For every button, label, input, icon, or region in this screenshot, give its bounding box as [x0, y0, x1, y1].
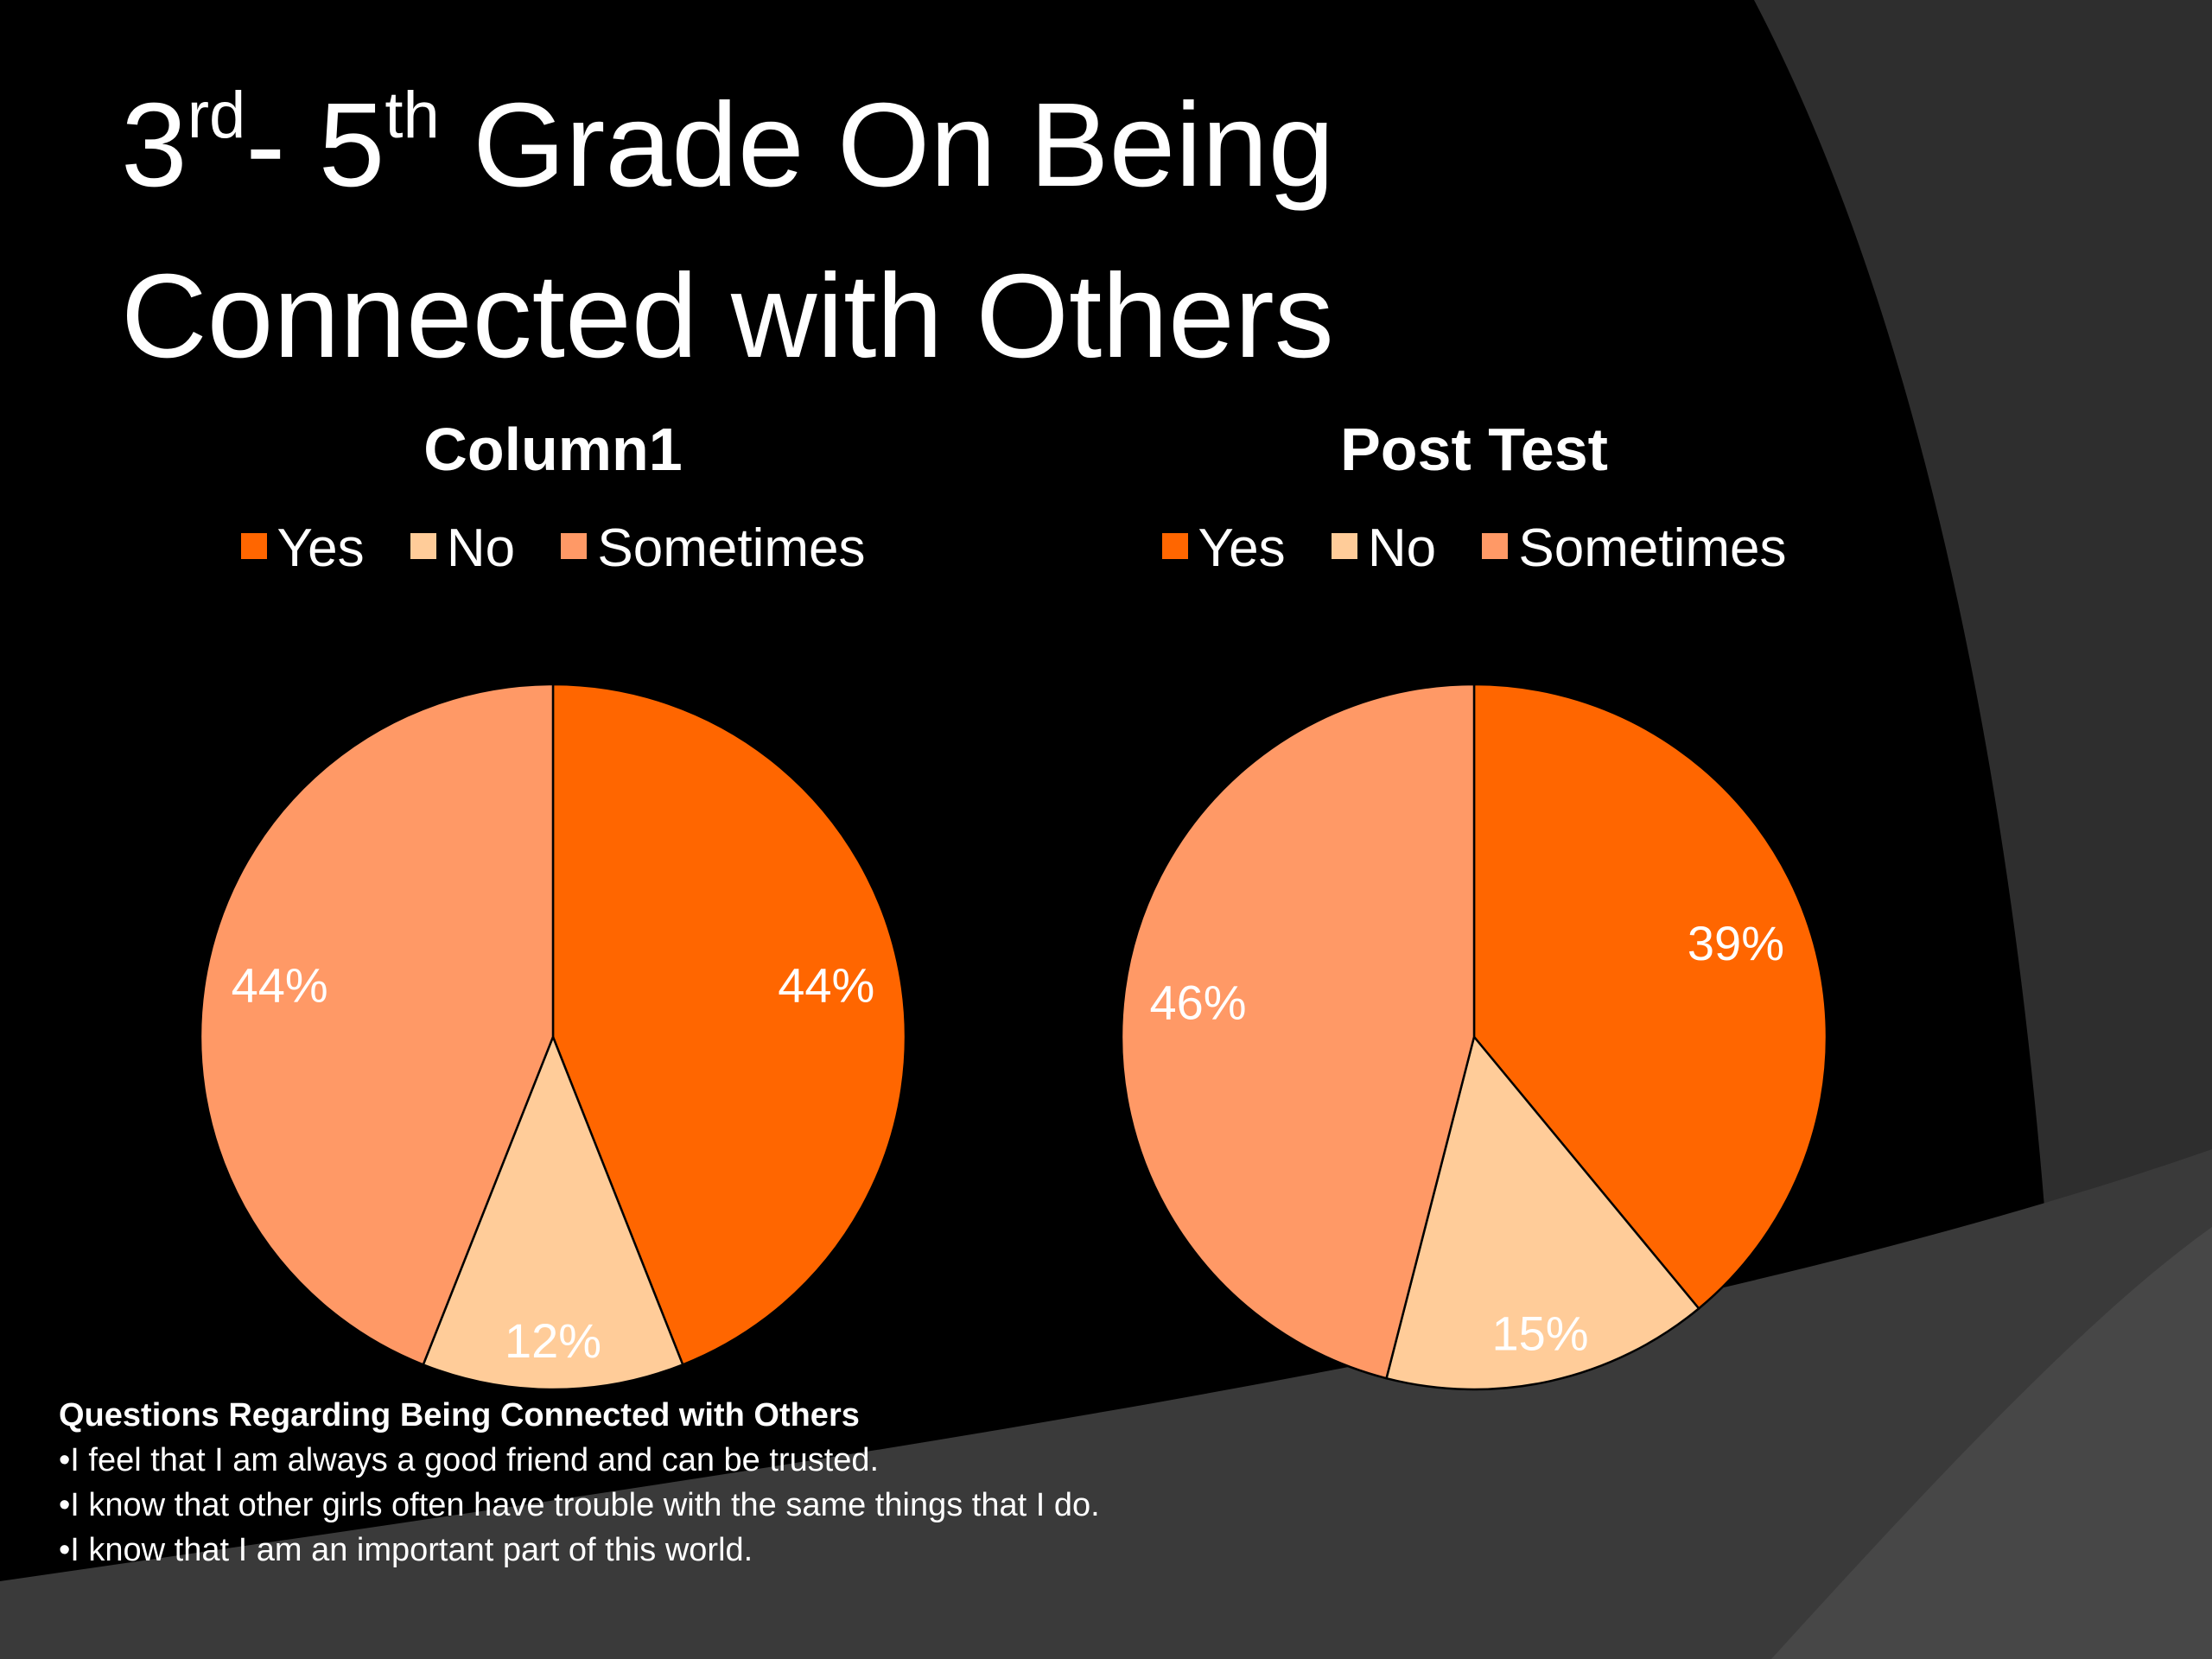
pie-slice-sometimes — [199, 683, 555, 1366]
legend-item-yes: Yes — [240, 510, 365, 588]
legend-item-no: No — [410, 510, 515, 588]
chart-title: Post Test — [1340, 416, 1608, 483]
pie-chart-1-plot: 39% 15% 46% — [1120, 683, 1828, 1391]
notes-item: •I feel that I am always a good friend a… — [59, 1442, 880, 1478]
data-label-yes: 44% — [778, 958, 874, 1013]
pie-chart-0-plot: 44% 12% 44% — [199, 683, 907, 1391]
pie-chart-column1: 44% 12% 44% Column1 Yes No Sometimes — [112, 406, 994, 1391]
legend-item-no: No — [1331, 510, 1436, 588]
data-label-no: 15% — [1491, 1306, 1588, 1360]
notes-item: •I know that other girls often have trou… — [59, 1487, 1100, 1523]
pie-chart-post-test: 39% 15% 46% Post Test Yes No Sometimes — [1033, 406, 1915, 1391]
legend-swatch-no — [410, 533, 436, 559]
pie-slice-no — [422, 1033, 684, 1391]
legend-swatch-yes — [1161, 533, 1188, 559]
questions-notes: Questions Regarding Being Connected with… — [59, 1393, 1528, 1573]
legend-swatch-yes — [240, 533, 267, 559]
chart-legend: Yes No Sometimes — [1033, 510, 1915, 588]
legend-item-yes: Yes — [1161, 510, 1286, 588]
legend-item-sometimes: Sometimes — [561, 510, 865, 588]
chart-title: Column1 — [423, 416, 683, 483]
notes-item: •I know that I am an important part of t… — [59, 1532, 753, 1568]
legend-swatch-sometimes — [1482, 533, 1509, 559]
data-label-yes: 39% — [1688, 916, 1784, 970]
data-label-sometimes: 44% — [232, 958, 328, 1013]
data-label-sometimes: 46% — [1149, 976, 1246, 1030]
title-line-2: Connected with Others — [121, 250, 1334, 383]
slide-title: 3rd- 5th Grade On Being Connected with O… — [121, 69, 1763, 392]
legend-item-sometimes: Sometimes — [1482, 510, 1786, 588]
legend-swatch-sometimes — [561, 533, 588, 559]
pie-slice-no — [1385, 1034, 1700, 1391]
pie-slice-yes — [1472, 683, 1828, 1311]
notes-heading: Questions Regarding Being Connected with… — [59, 1397, 860, 1433]
data-label-no: 12% — [505, 1313, 601, 1368]
swoosh-corner-band — [1771, 1227, 2212, 1659]
pie-slice-yes — [551, 683, 907, 1366]
pie-slice-sometimes — [1120, 683, 1476, 1380]
title-line-1: 3rd- 5th Grade On Being — [121, 79, 1335, 212]
swoosh-bottom-band — [0, 1149, 2212, 1659]
legend-swatch-no — [1331, 533, 1357, 559]
chart-legend: Yes No Sometimes — [112, 510, 994, 588]
